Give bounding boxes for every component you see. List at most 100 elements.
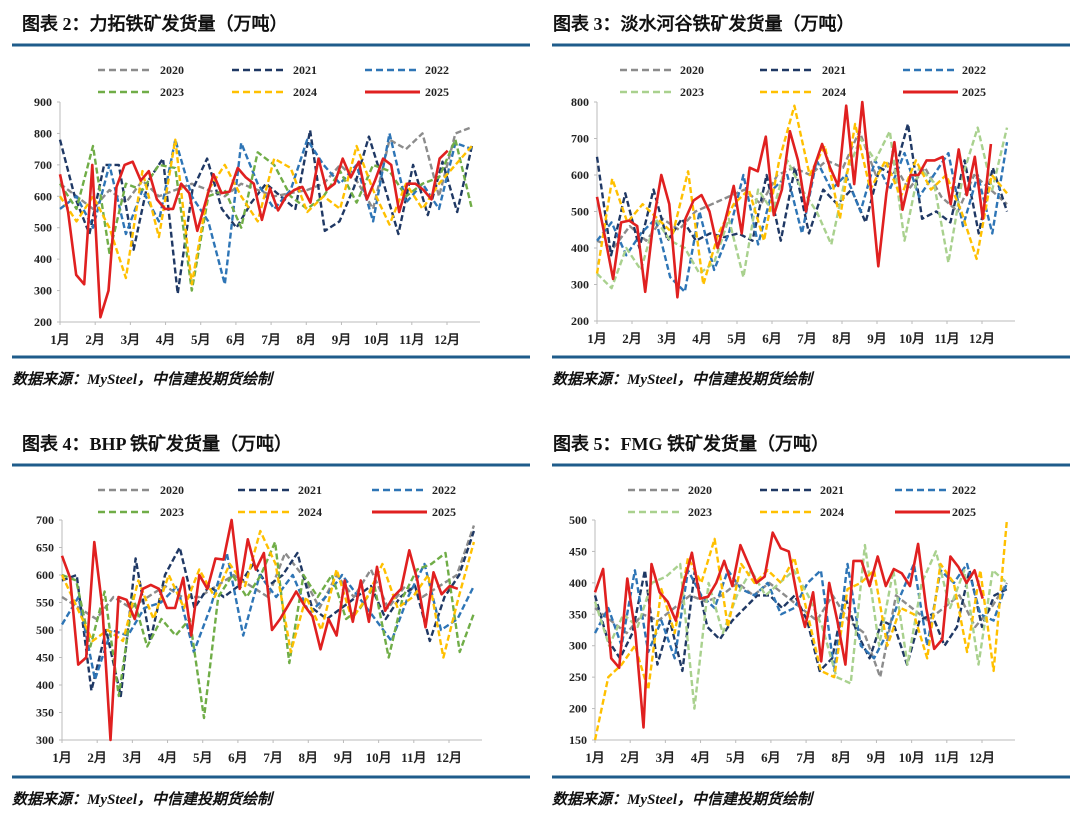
- y-tick-label: 400: [34, 252, 52, 266]
- chart-panel-bhp: 300 350 400 450 500 550 600 650 700 1月 2月 3月 4月 5月 6月 7…: [0, 420, 540, 825]
- y-tick-label: 600: [571, 168, 589, 182]
- legend-label-2023: 2023: [160, 505, 184, 519]
- x-tick-label: 7月: [263, 750, 283, 765]
- x-tick-label: 7月: [261, 332, 281, 347]
- x-tick-label: 12月: [969, 331, 995, 346]
- x-tick-label: 11月: [401, 750, 426, 765]
- x-tick-label: 5月: [193, 750, 213, 765]
- x-tick-label: 10月: [366, 750, 392, 765]
- legend-label-2022: 2022: [432, 483, 456, 497]
- x-tick-label: 1月: [587, 331, 607, 346]
- y-tick-label: 600: [36, 568, 54, 582]
- x-tick-label: 4月: [691, 750, 711, 765]
- chart-title: 图表 4：BHP 铁矿发货量（万吨）: [22, 434, 293, 454]
- x-tick-label: 7月: [796, 750, 816, 765]
- legend-label-2025: 2025: [952, 505, 976, 519]
- x-tick-label: 10月: [364, 332, 390, 347]
- y-tick-label: 350: [36, 706, 54, 720]
- y-tick-label: 700: [571, 132, 589, 146]
- y-tick-label: 800: [34, 126, 52, 140]
- y-tick-label: 700: [36, 513, 54, 527]
- series-line-2025: [595, 100, 993, 299]
- x-tick-label: 4月: [692, 331, 712, 346]
- legend-label-2023: 2023: [680, 85, 704, 99]
- x-tick-label: 12月: [434, 332, 460, 347]
- x-tick-label: 4月: [158, 750, 178, 765]
- y-tick-label: 300: [36, 733, 54, 747]
- legend-label-2021: 2021: [298, 483, 322, 497]
- y-tick-label: 500: [569, 513, 587, 527]
- legend-label-2023: 2023: [160, 85, 184, 99]
- x-tick-label: 6月: [226, 332, 246, 347]
- legend-label-2025: 2025: [432, 505, 456, 519]
- y-tick-label: 800: [571, 95, 589, 109]
- series-line-2022: [60, 551, 475, 681]
- series-line-2025: [593, 531, 984, 729]
- y-tick-label: 200: [569, 702, 587, 716]
- x-tick-label: 11月: [934, 750, 959, 765]
- x-tick-label: 1月: [50, 332, 70, 347]
- y-tick-label: 500: [36, 623, 54, 637]
- y-tick-label: 600: [34, 189, 52, 203]
- y-tick-label: 450: [36, 651, 54, 665]
- chart-title: 图表 3：淡水河谷铁矿发货量（万吨）: [553, 14, 855, 34]
- x-tick-label: 10月: [899, 331, 925, 346]
- y-tick-label: 300: [569, 639, 587, 653]
- chart-rio-tinto: 200 300 400 500 600 700 800 900 1月 2月 3月 4月 5月 6月 7月 8月…: [12, 43, 530, 359]
- x-tick-label: 11月: [934, 331, 959, 346]
- legend-label-2025: 2025: [962, 85, 986, 99]
- chart-panel-vale: 200 300 400 500 600 700 800 1月 2月 3月 4月 5月 6月 7月 8月 9月 1…: [540, 0, 1080, 405]
- x-tick-label: 2月: [87, 750, 107, 765]
- legend-label-2022: 2022: [962, 63, 986, 77]
- x-tick-label: 8月: [832, 331, 852, 346]
- series-line-2023: [61, 540, 476, 720]
- x-tick-label: 8月: [297, 332, 317, 347]
- y-tick-label: 500: [34, 221, 52, 235]
- legend-label-2024: 2024: [820, 505, 844, 519]
- legend-label-2024: 2024: [298, 505, 322, 519]
- y-tick-label: 350: [569, 607, 587, 621]
- series-line-2020: [596, 129, 1008, 250]
- x-tick-label: 3月: [656, 750, 676, 765]
- x-tick-label: 5月: [727, 331, 747, 346]
- series-line-2023: [593, 543, 1008, 710]
- chart-source: 数据来源：MySteel，中信建投期货绘制: [12, 372, 272, 388]
- series-line-2020: [61, 525, 476, 621]
- x-tick-label: 2月: [622, 331, 642, 346]
- legend-label-2020: 2020: [160, 483, 184, 497]
- legend-label-2021: 2021: [820, 483, 844, 497]
- chart-source: 数据来源：MySteel，中信建投期货绘制: [12, 792, 272, 808]
- legend-label-2022: 2022: [952, 483, 976, 497]
- series-line-2024: [60, 529, 476, 659]
- y-tick-label: 200: [571, 314, 589, 328]
- y-tick-label: 700: [34, 158, 52, 172]
- x-tick-label: 9月: [867, 750, 887, 765]
- x-tick-label: 4月: [156, 332, 176, 347]
- x-tick-label: 5月: [726, 750, 746, 765]
- chart-bhp: 300 350 400 450 500 550 600 650 700 1月 2月 3月 4月 5月 6月 7…: [12, 463, 530, 779]
- x-tick-label: 11月: [399, 332, 424, 347]
- legend-label-2020: 2020: [680, 63, 704, 77]
- x-tick-label: 7月: [797, 331, 817, 346]
- x-tick-label: 8月: [832, 750, 852, 765]
- legend-label-2024: 2024: [293, 85, 317, 99]
- x-tick-label: 9月: [867, 331, 887, 346]
- series-line-2021: [58, 129, 474, 295]
- legend-label-2020: 2020: [160, 63, 184, 77]
- y-tick-label: 400: [571, 241, 589, 255]
- legend-label-2025: 2025: [425, 85, 449, 99]
- x-tick-label: 9月: [332, 332, 352, 347]
- y-tick-label: 250: [569, 670, 587, 684]
- y-tick-label: 500: [571, 205, 589, 219]
- series-line-2022: [596, 142, 1009, 293]
- series-line-2024: [595, 104, 1008, 286]
- x-tick-label: 2月: [85, 332, 105, 347]
- x-tick-label: 1月: [585, 750, 605, 765]
- x-tick-label: 6月: [762, 331, 782, 346]
- x-tick-label: 3月: [121, 332, 141, 347]
- series-line-2024: [593, 519, 1009, 741]
- y-tick-label: 300: [34, 284, 52, 298]
- chart-title: 图表 5：FMG 铁矿发货量（万吨）: [553, 434, 829, 454]
- y-tick-label: 550: [36, 596, 54, 610]
- x-tick-label: 1月: [52, 750, 72, 765]
